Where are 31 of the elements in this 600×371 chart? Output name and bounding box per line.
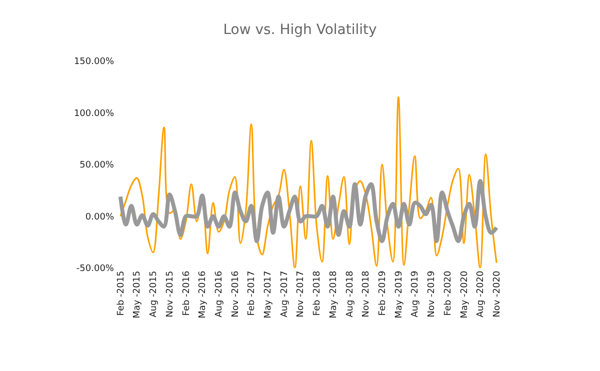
x-tick-label: Aug -2015: [149, 270, 160, 318]
x-tick-label: Feb -2018: [312, 270, 323, 316]
x-tick-label: Aug -2020: [476, 270, 486, 318]
x-tick-label: Nov -2020: [492, 270, 502, 318]
x-tick-label: Aug -2016: [214, 270, 224, 318]
y-tick-label: -50.00%: [76, 264, 114, 274]
y-tick-label: 50.00%: [80, 160, 114, 171]
x-tick-label: Feb -2016: [182, 270, 192, 316]
x-tick-label: Feb -2017: [247, 270, 258, 316]
x-tick-label: Feb -2020: [443, 270, 454, 316]
x-tick-label: Nov -2018: [362, 270, 372, 318]
x-tick-label: Feb -2015: [116, 270, 126, 316]
x-tick-label: May -2016: [198, 270, 208, 318]
x-tick-label: Nov -2017: [296, 270, 306, 318]
chart-title: Low vs. High Volatility: [223, 22, 377, 38]
x-tick-label: May -2017: [264, 270, 274, 318]
y-tick-label: 150.00%: [74, 57, 114, 68]
x-tick-label: Feb -2019: [378, 270, 388, 316]
x-tick-label: May -2018: [328, 270, 339, 318]
x-tick-label: Aug -2017: [280, 270, 290, 318]
y-tick-label: 100.00%: [74, 108, 114, 119]
x-tick-label: Aug -2018: [345, 270, 356, 318]
x-tick-label: Aug -2019: [410, 270, 421, 318]
line-series: [118, 179, 499, 244]
y-tick-label: 0.00%: [85, 212, 114, 222]
x-tick-label: Nov -2015: [165, 270, 176, 318]
x-tick-label: May -2019: [394, 270, 404, 318]
x-tick-label: Nov -2019: [427, 270, 438, 318]
x-tick-label: May -2015: [132, 270, 143, 318]
x-tick-label: May -2020: [460, 270, 470, 318]
x-tick-label: Nov -2016: [230, 270, 241, 318]
